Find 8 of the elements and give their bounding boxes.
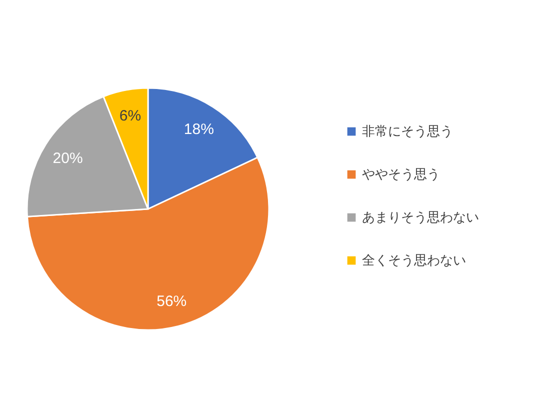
data-label: 20% <box>52 150 83 168</box>
data-label: 56% <box>156 293 187 310</box>
data-label: 6% <box>119 108 142 125</box>
legend-label: 全くそう思わない <box>362 254 466 268</box>
data-label: 18% <box>184 120 214 138</box>
legend-label: 非常にそう思う <box>362 124 453 140</box>
legend-label: ややそう思う <box>362 168 440 182</box>
legend-label: あまりそう思わない <box>362 210 479 226</box>
